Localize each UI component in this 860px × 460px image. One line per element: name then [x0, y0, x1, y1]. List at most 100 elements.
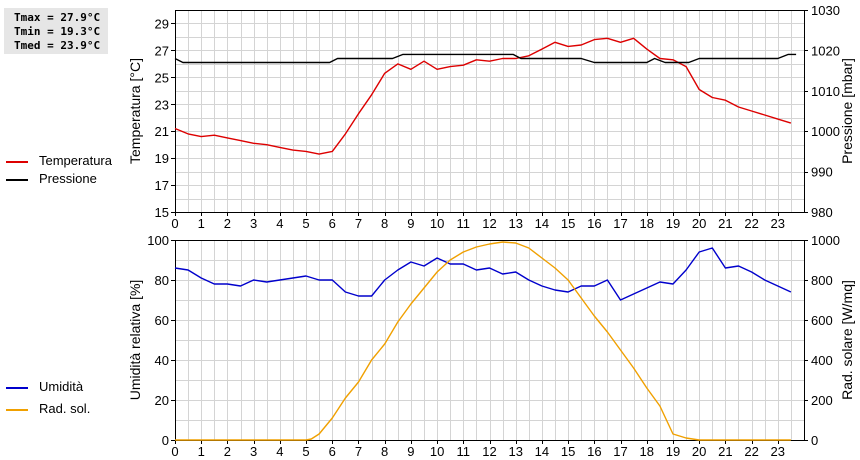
right-y-tick-label: 800: [811, 273, 833, 288]
x-tick-label: 21: [718, 216, 732, 231]
x-tick-label: 0: [171, 444, 178, 459]
right-y-tick-label: 400: [811, 353, 833, 368]
left-axis-title: Umidità relativa [%]: [127, 280, 143, 401]
left-y-tick-label: 20: [155, 393, 169, 408]
series-line-temperatura: [174, 37, 792, 155]
x-tick-label: 18: [640, 216, 654, 231]
right-y-tick-label: 1020: [811, 43, 840, 58]
right-y-tick-label: 990: [811, 165, 833, 180]
chart-1: 0 1 2 3 4 5 6 7 8 9 10 11 12 13 14 15 16 17 18 19 20 21 22 2315…: [127, 3, 855, 231]
x-tick-label: 9: [407, 216, 414, 231]
right-y-tick-label: 600: [811, 313, 833, 328]
x-tick-label: 2: [224, 444, 231, 459]
legend-swatch-radiation: [6, 409, 28, 411]
x-tick-label: 17: [613, 444, 627, 459]
x-tick-label: 1: [198, 216, 205, 231]
stat-tmin: Tmin = 19.3°C: [14, 25, 101, 38]
left-y-tick-label: 25: [155, 70, 169, 85]
right-y-tick-label: 1030: [811, 3, 840, 18]
legend-humidity: Umidità: [6, 379, 156, 397]
legend-label-temperature: Temperatura: [39, 153, 112, 168]
legend-swatch-temperature: [6, 161, 28, 163]
x-tick-label: 5: [302, 216, 309, 231]
legend-label-humidity: Umidità: [39, 379, 84, 394]
series-line-umidit: [174, 247, 792, 301]
left-y-tick-label: 15: [155, 205, 169, 220]
x-tick-label: 4: [276, 444, 283, 459]
legend-label-pressure: Pressione: [39, 171, 97, 186]
right-y-tick-label: 200: [811, 393, 833, 408]
x-tick-label: 14: [535, 444, 549, 459]
x-tick-label: 16: [587, 216, 601, 231]
right-y-tick-label: 980: [811, 205, 833, 220]
x-tick-label: 13: [508, 444, 522, 459]
series-line-rad-sol: [175, 241, 791, 441]
x-tick-label: 20: [692, 444, 706, 459]
x-tick-label: 18: [640, 444, 654, 459]
x-tick-label: 11: [457, 216, 471, 231]
left-y-tick-label: 40: [155, 353, 169, 368]
x-tick-label: 16: [587, 444, 601, 459]
right-y-tick-label: 1000: [811, 233, 840, 248]
x-tick-label: 15: [561, 216, 575, 231]
right-axis-title: Pressione [mbar]: [839, 58, 855, 164]
left-y-tick-label: 19: [155, 151, 169, 166]
x-tick-label: 6: [329, 444, 336, 459]
x-tick-label: 21: [718, 444, 732, 459]
stats-box: Tmax = 27.9°C Tmin = 19.3°C Tmed = 23.9°…: [4, 8, 108, 54]
x-tick-label: 3: [250, 444, 257, 459]
x-tick-label: 10: [430, 444, 444, 459]
x-tick-label: 7: [355, 216, 362, 231]
x-tick-label: 20: [692, 216, 706, 231]
legend-label-radiation: Rad. sol.: [39, 401, 91, 416]
left-y-tick-label: 100: [147, 233, 169, 248]
left-y-tick-label: 0: [162, 433, 169, 448]
left-y-tick-label: 80: [155, 273, 169, 288]
x-tick-label: 19: [666, 444, 680, 459]
x-tick-label: 22: [744, 444, 758, 459]
x-tick-label: 10: [430, 216, 444, 231]
left-y-tick-label: 29: [155, 16, 169, 31]
x-tick-label: 14: [535, 216, 549, 231]
x-tick-label: 23: [771, 444, 785, 459]
x-tick-label: 15: [561, 444, 575, 459]
stat-tmed: Tmed = 23.9°C: [14, 39, 101, 52]
x-tick-label: 6: [329, 216, 336, 231]
x-tick-label: 13: [508, 216, 522, 231]
x-tick-label: 8: [381, 216, 388, 231]
chart-2: 0 1 2 3 4 5 6 7 8 9 10 11 12 13 14 15 16 17 18 19 20 21 22 2302…: [127, 233, 855, 459]
x-tick-label: 4: [276, 216, 283, 231]
x-tick-label: 9: [407, 444, 414, 459]
right-y-tick-label: 1000: [811, 124, 840, 139]
right-y-tick-label: 0: [811, 433, 818, 448]
x-tick-label: 19: [666, 216, 680, 231]
x-tick-label: 3: [250, 216, 257, 231]
x-tick-label: 22: [744, 216, 758, 231]
right-axis-title: Rad. solare [W/mq]: [839, 280, 855, 400]
right-y-tick-label: 1010: [811, 84, 840, 99]
x-tick-label: 1: [198, 444, 205, 459]
x-tick-label: 12: [482, 444, 496, 459]
stat-tmax: Tmax = 27.9°C: [14, 11, 101, 24]
left-axis-title: Temperatura [°C]: [127, 58, 143, 164]
legend-swatch-humidity: [6, 387, 28, 389]
left-y-tick-label: 60: [155, 313, 169, 328]
x-tick-label: 23: [771, 216, 785, 231]
left-y-tick-label: 27: [155, 43, 169, 58]
x-tick-label: 11: [457, 444, 471, 459]
x-tick-label: 0: [171, 216, 178, 231]
legend-radiation: Rad. sol.: [6, 401, 156, 419]
x-tick-label: 2: [224, 216, 231, 231]
x-tick-label: 8: [381, 444, 388, 459]
left-y-tick-label: 21: [155, 124, 169, 139]
legend-pressure: Pressione: [6, 171, 156, 189]
left-y-tick-label: 23: [155, 97, 169, 112]
legend-temperature: Temperatura: [6, 153, 156, 171]
legend-swatch-pressure: [6, 179, 28, 181]
x-tick-label: 12: [482, 216, 496, 231]
x-tick-label: 17: [613, 216, 627, 231]
x-tick-label: 5: [302, 444, 309, 459]
left-y-tick-label: 17: [155, 178, 169, 193]
x-tick-label: 7: [355, 444, 362, 459]
